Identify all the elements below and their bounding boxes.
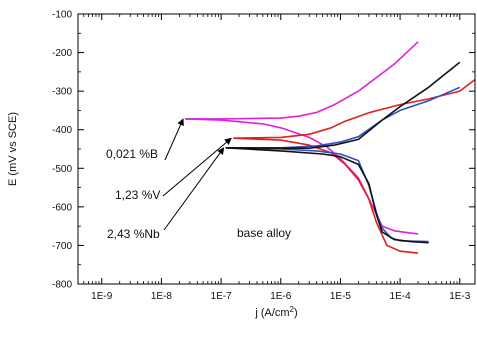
x-tick-label: 1E-3 [449,291,471,302]
series-line-branch-anodic [225,61,461,149]
plot-frame [77,13,476,285]
y-tick-label: -700 [52,241,72,252]
series-line-branch-anodic [225,86,461,149]
series-1-23-v [233,78,476,254]
series-0-021-b [185,41,419,235]
annotation-1-23-v: 1,23 %V [115,188,160,202]
y-tick-label: -300 [52,87,72,98]
series-line-branch-cathodic [233,137,419,254]
x-axis-label: j (A/cm2) [254,305,297,319]
axis-labels: 1E-9 1E-8 1E-7 1E-6 1E-5 1E-4 1E-3 -100 -200 -300… [7,10,471,320]
x-tick-label: 1E-4 [390,291,412,302]
annotation-0-021-b: 0,021 %B [106,147,158,161]
y-tick-label: -100 [52,10,72,21]
annotation-arrow [163,147,225,231]
y-tick-label: -600 [52,202,72,213]
series-layer [185,41,476,254]
series-line-branch-anodic [233,78,476,139]
y-tick-label: -200 [52,48,72,59]
x-tick-label: 1E-6 [270,291,292,302]
annotation-layer: 0,021 %B 1,23 %V 2,43 %Nb base alloy [106,118,291,241]
series-line-branch-cathodic [225,147,429,244]
series-line-branch-anodic [185,41,419,120]
annotation-base-alloy: base alloy [237,226,291,240]
x-tick-label: 1E-7 [211,291,233,302]
x-axis-label-main: j (A/cm [254,307,289,319]
y-tick-label: -800 [52,280,72,291]
x-tick-label: 1E-8 [151,291,173,302]
y-tick-label: -500 [52,164,72,175]
x-tick-label: 1E-9 [91,291,113,302]
x-axis-label-close: ) [294,307,298,319]
x-axis-label-superscript: 2 [290,305,295,314]
series-line-branch-cathodic [185,118,419,235]
series-base-alloy [225,61,461,244]
x-tick-label: 1E-5 [330,291,352,302]
annotation-2-43-nb: 2,43 %Nb [107,227,160,241]
y-axis-label: E (mV vs SCE) [7,112,19,186]
y-tick-label: -400 [52,125,72,136]
annotation-arrow [164,118,184,161]
